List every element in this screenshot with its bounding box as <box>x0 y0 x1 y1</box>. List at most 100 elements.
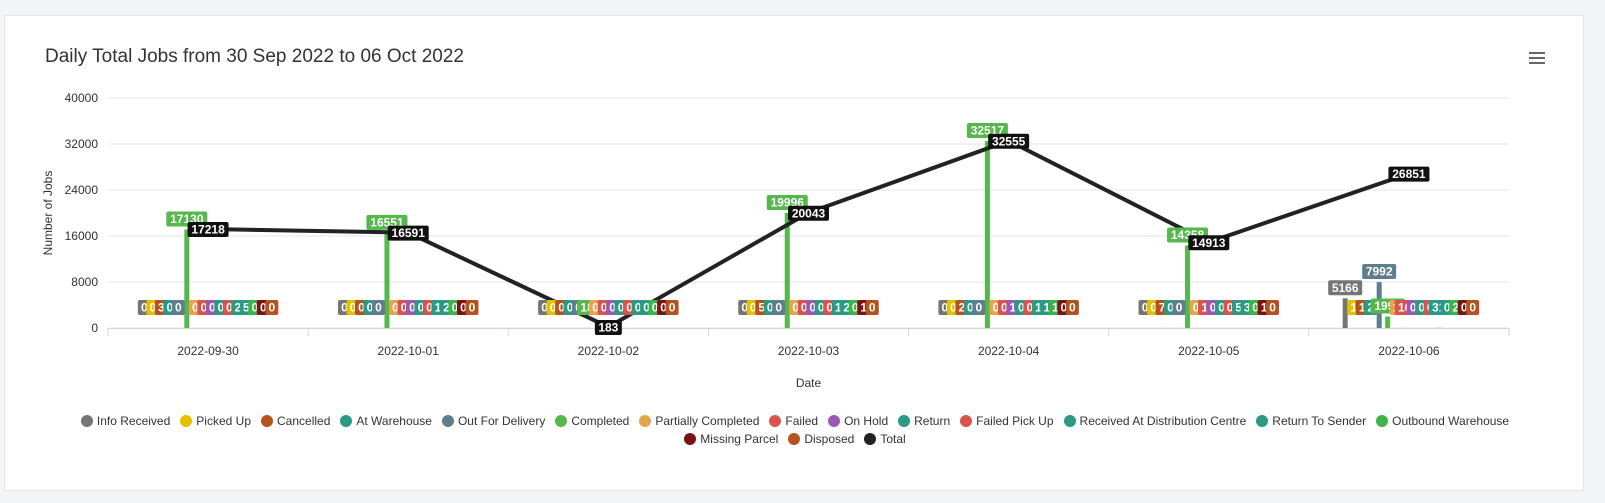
data-label-box <box>594 319 622 335</box>
legend-marker <box>1063 415 1076 427</box>
data-label-text: 0 <box>809 301 816 315</box>
data-label-text: 0 <box>268 301 275 315</box>
data-label: 0 <box>465 300 479 315</box>
data-label-text: 0 <box>652 301 659 315</box>
bar[interactable] <box>384 232 390 328</box>
data-label-box <box>1188 235 1230 251</box>
data-label-text: 1 <box>860 301 867 315</box>
data-label-text: 0 <box>1176 301 1183 315</box>
data-label-text: 1 <box>1261 301 1268 315</box>
data-label-text: 0 <box>993 301 1000 315</box>
y-tick-label: 0 <box>91 321 98 335</box>
data-label: 20043 <box>788 205 829 221</box>
legend-label: Cancelled <box>277 414 331 428</box>
data-label-text: 0 <box>1410 301 1417 315</box>
data-label-text: 0 <box>192 301 199 315</box>
data-label-text: 0 <box>401 301 408 315</box>
data-label-box <box>1388 166 1430 182</box>
bar[interactable] <box>1185 245 1191 328</box>
bar[interactable] <box>1342 298 1348 328</box>
data-label-text: 0 <box>426 301 433 315</box>
bar[interactable] <box>184 229 190 328</box>
legend-marker <box>555 415 568 427</box>
legend-label: Total <box>880 432 906 446</box>
data-label-text: 0 <box>741 301 748 315</box>
data-label-text: 0 <box>1252 301 1259 315</box>
data-label-text: 0 <box>801 301 808 315</box>
data-label-text: 3 <box>158 301 165 315</box>
data-label-text: 0 <box>141 301 148 315</box>
bar[interactable] <box>784 213 790 328</box>
hamburger-menu-icon[interactable] <box>1529 52 1545 65</box>
data-label-text: 1 <box>1035 301 1042 315</box>
legend-item[interactable]: Return To Sender <box>1256 414 1366 428</box>
data-label-text: 2 <box>1452 301 1459 315</box>
legend-item[interactable]: Disposed <box>788 432 854 446</box>
legend-item[interactable]: Completed <box>555 414 629 428</box>
data-label: 0 <box>371 300 385 315</box>
legend-item[interactable]: Picked Up <box>180 414 251 428</box>
legend-item[interactable]: Failed Pick Up <box>960 414 1054 428</box>
legend-item[interactable]: Received At Distribution Centre <box>1063 414 1246 428</box>
data-label: 26851 <box>1388 166 1430 182</box>
bar[interactable] <box>984 141 990 328</box>
data-label-text: 0 <box>1069 301 1076 315</box>
data-label-text: 0 <box>826 301 833 315</box>
data-label: 5166 <box>1328 280 1363 296</box>
data-label-text: 0 <box>869 301 876 315</box>
legend-item[interactable]: Partially Completed <box>639 414 759 428</box>
data-label-text: 2 <box>234 301 241 315</box>
data-label-text: 0 <box>775 301 782 315</box>
legend-item[interactable]: Missing Parcel <box>684 432 778 446</box>
data-label-text: 0 <box>767 301 774 315</box>
legend-label: At Warehouse <box>356 414 432 428</box>
legend-item[interactable]: Failed <box>769 414 818 428</box>
x-tick-label: 2022-10-01 <box>378 344 440 358</box>
legend-item[interactable]: On Hold <box>828 414 888 428</box>
legend-item[interactable]: Info Received <box>80 414 170 428</box>
data-label-text: 0 <box>358 301 365 315</box>
legend-marker <box>684 433 697 445</box>
data-label-box <box>1065 300 1079 315</box>
data-label-text: 0 <box>217 301 224 315</box>
data-label-text: 1 <box>1350 301 1357 315</box>
data-label-text: 0 <box>592 301 599 315</box>
chart-title: Daily Total Jobs from 30 Sep 2022 to 06 … <box>45 46 464 67</box>
legend-item[interactable]: At Warehouse <box>340 414 432 428</box>
data-label-text: 0 <box>469 301 476 315</box>
data-label-text: 0 <box>409 301 416 315</box>
data-label-text: 0 <box>601 301 608 315</box>
legend-label: Failed <box>785 414 819 428</box>
data-label-text: 0 <box>618 301 625 315</box>
data-label: 0 <box>1466 300 1480 315</box>
data-label-text: 16591 <box>392 226 426 240</box>
y-tick-label: 8000 <box>71 275 98 289</box>
data-label-text: 0 <box>260 301 267 315</box>
data-label-box <box>788 205 829 221</box>
data-label-box <box>1466 300 1480 315</box>
data-label-box <box>465 300 479 315</box>
bar[interactable] <box>1385 316 1391 328</box>
data-label-text: 0 <box>942 301 949 315</box>
data-label-text: 0 <box>1210 301 1217 315</box>
data-label-text: 0 <box>460 301 467 315</box>
data-label: 0 <box>665 300 679 315</box>
data-label-text: 0 <box>1418 301 1425 315</box>
data-label-text: 0 <box>1027 301 1034 315</box>
legend-item[interactable]: Out For Delivery <box>441 414 546 428</box>
legend-item[interactable]: Outbound Warehouse <box>1376 414 1509 428</box>
legend-item[interactable]: Return <box>898 414 950 428</box>
data-label-text: 0 <box>643 301 650 315</box>
legend-item[interactable]: Cancelled <box>261 414 330 428</box>
data-label-box <box>187 221 229 237</box>
data-label-text: 0 <box>967 301 974 315</box>
data-label: 0 <box>772 300 786 315</box>
data-label-text: 32555 <box>992 134 1026 148</box>
legend-label: Out For Delivery <box>457 414 546 428</box>
data-label-text: 0 <box>1444 301 1451 315</box>
data-label-text: 1 <box>1044 301 1051 315</box>
data-label-box <box>665 300 679 315</box>
legend-item[interactable]: Total <box>864 432 906 446</box>
data-label-text: 1 <box>435 301 442 315</box>
data-label-text: 0 <box>392 301 399 315</box>
